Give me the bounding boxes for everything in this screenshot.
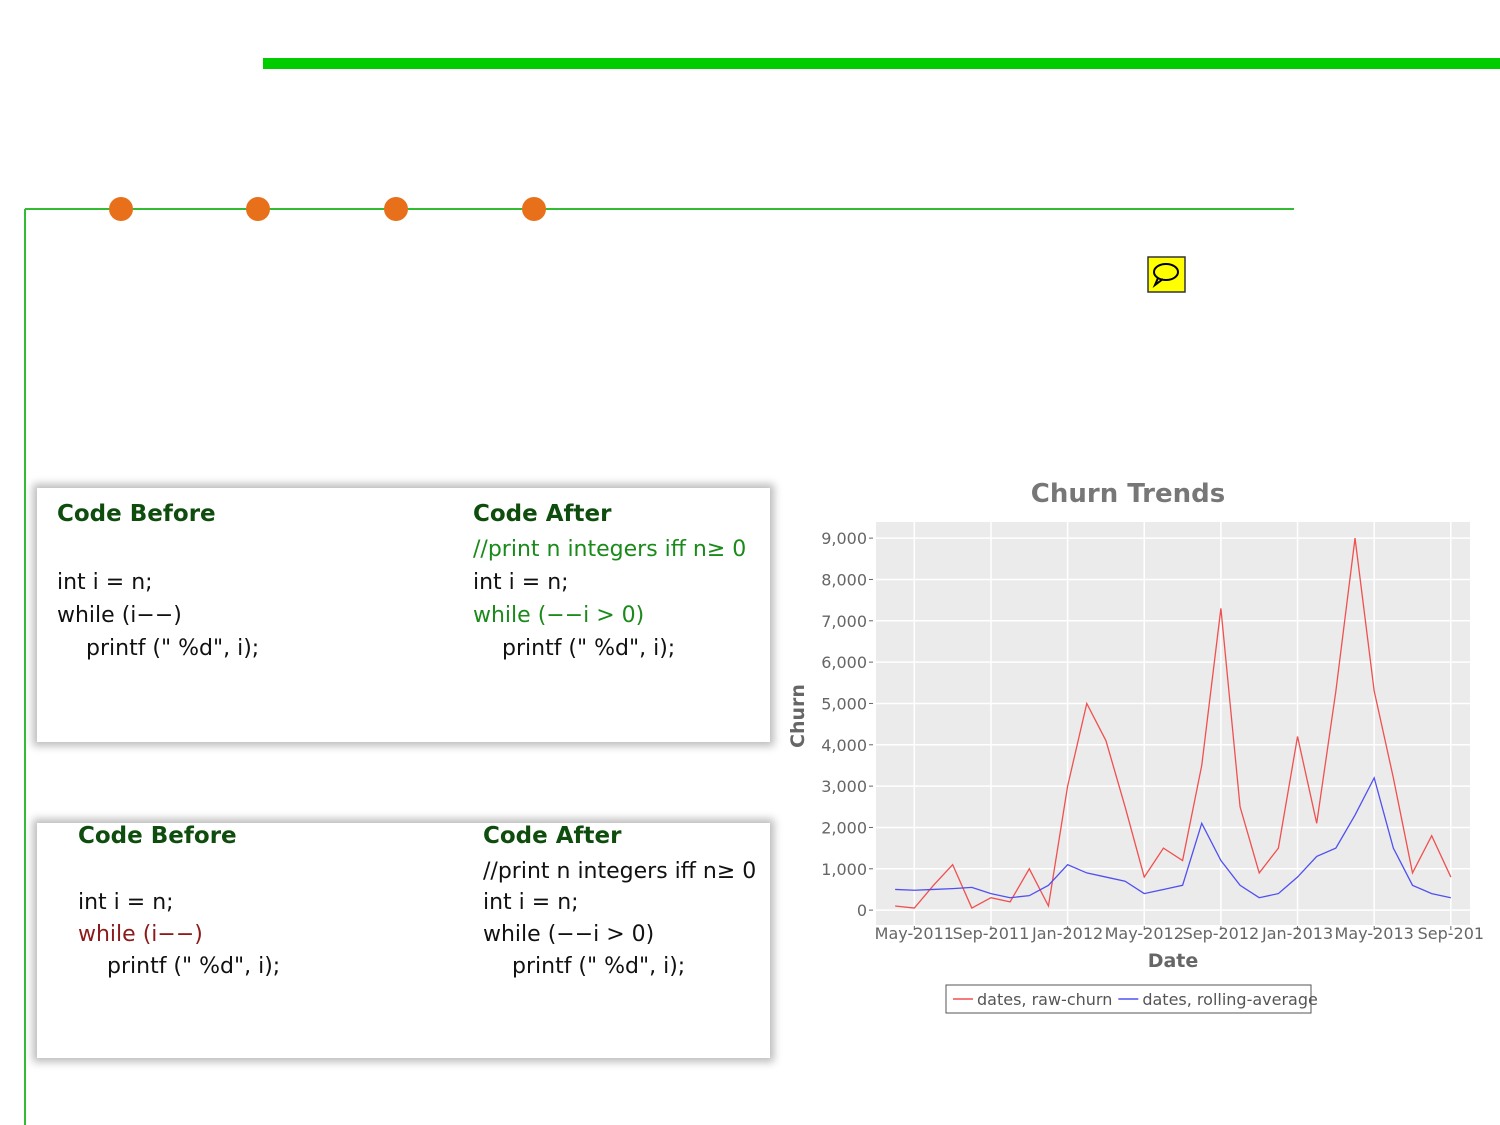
code-panel: Code Before int i = n; while (i−−) print… <box>37 823 770 1058</box>
chart: Churn Trends 0 1,000 2,000 3,000 4,000 5,000 6,… <box>787 479 1484 1014</box>
series-line <box>895 776 1451 899</box>
y-tick-label: 6,000 <box>821 653 867 672</box>
y-tick-label: 7,000 <box>821 612 867 631</box>
code-line: printf (" %d", i); <box>512 954 686 979</box>
y-tick-label: 4,000 <box>821 736 867 755</box>
comment-icon[interactable] <box>1147 256 1186 293</box>
code-panel: Code Before int i = n; while (i−−) print… <box>37 488 770 742</box>
heading: Code Before <box>78 823 237 849</box>
x-tick-label: May-2012 <box>1105 924 1184 943</box>
code-line: int i = n; <box>78 890 174 915</box>
x-tick-label: Jan-2013 <box>1261 924 1333 943</box>
x-tick-label: Jan-2012 <box>1031 924 1103 943</box>
code-line: while (−−i > 0) <box>483 922 655 947</box>
legend-label: dates, rolling-average <box>1142 990 1318 1009</box>
heading: Code After <box>483 823 622 849</box>
chart-title: Churn Trends <box>1031 479 1225 509</box>
code-line: printf (" %d", i); <box>107 954 281 979</box>
top-bar <box>263 58 1500 69</box>
x-tick-label: May-2013 <box>1335 924 1414 943</box>
y-tick-label: 8,000 <box>821 570 867 589</box>
y-tick-label: 9,000 <box>821 529 867 548</box>
y-tick-label: 2,000 <box>821 818 867 837</box>
series-line <box>895 538 1452 909</box>
nav-dot[interactable] <box>246 197 270 221</box>
x-tick-label: May-2011 <box>875 924 954 943</box>
nav-dot[interactable] <box>384 197 408 221</box>
code-line: printf (" %d", i); <box>86 636 260 661</box>
code-line: int i = n; <box>57 570 153 595</box>
y-axis-label: Churn <box>787 684 809 748</box>
x-tick-label: Sep-2011 <box>953 924 1030 943</box>
code-line: printf (" %d", i); <box>502 636 676 661</box>
nav-dot[interactable] <box>522 197 546 221</box>
y-tick-label: 3,000 <box>821 777 867 796</box>
x-axis-label: Date <box>1148 950 1199 972</box>
plot-area <box>876 522 1470 925</box>
code-line: while (−−i > 0) <box>473 603 645 628</box>
heading: Code After <box>473 501 612 527</box>
code-line: //print n integers iff n≥ 0 <box>483 859 757 884</box>
y-tick-label: 5,000 <box>821 694 867 713</box>
code-line: int i = n; <box>473 570 569 595</box>
y-tick-label: 0 <box>857 901 867 920</box>
code-line: int i = n; <box>483 890 579 915</box>
code-line: while (i−−) <box>57 603 182 628</box>
x-tick-label: Sep-2012 <box>1183 924 1260 943</box>
legend-label: dates, raw-churn <box>977 990 1112 1009</box>
code-line: //print n integers iff n≥ 0 <box>473 537 747 562</box>
x-tick-label: Sep-201 <box>1418 924 1484 943</box>
heading: Code Before <box>57 501 216 527</box>
nav-dot[interactable] <box>109 197 133 221</box>
code-line: while (i−−) <box>78 922 203 947</box>
y-tick-label: 1,000 <box>821 860 867 879</box>
